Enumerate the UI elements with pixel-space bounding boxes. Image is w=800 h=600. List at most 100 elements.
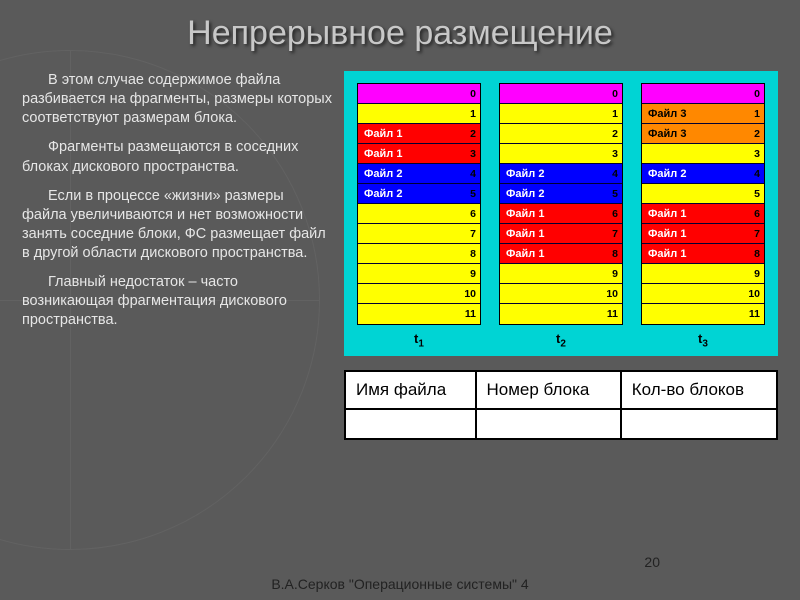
table-row bbox=[345, 409, 777, 439]
paragraph: Главный недостаток – часто возникающая ф… bbox=[22, 273, 332, 330]
block-index: 2 bbox=[748, 128, 764, 140]
diagram-block: Файл 25 bbox=[500, 184, 622, 204]
block-index: 2 bbox=[606, 128, 622, 140]
slide-title: Непрерывное размещение bbox=[0, 0, 800, 71]
diagram-block: Файл 32 bbox=[642, 124, 764, 144]
block-label: Файл 1 bbox=[358, 148, 464, 160]
block-index: 2 bbox=[464, 128, 480, 140]
block-index: 10 bbox=[464, 288, 480, 300]
block-index: 9 bbox=[748, 268, 764, 280]
diagram-column-blocks: 01Файл 12Файл 13Файл 24Файл 2567891011 bbox=[357, 83, 481, 325]
diagram-column: 0Файл 31Файл 323Файл 245Файл 16Файл 17Фа… bbox=[641, 83, 765, 350]
diagram-block: 1 bbox=[500, 104, 622, 124]
diagram-block: Файл 18 bbox=[500, 244, 622, 264]
block-label: Файл 1 bbox=[642, 248, 748, 260]
block-index: 6 bbox=[464, 208, 480, 220]
diagram-block: 0 bbox=[642, 84, 764, 104]
column-caption: t3 bbox=[698, 331, 708, 350]
block-index: 0 bbox=[748, 88, 764, 100]
block-index: 0 bbox=[606, 88, 622, 100]
diagram-block: 2 bbox=[500, 124, 622, 144]
diagram-block: 6 bbox=[358, 204, 480, 224]
block-index: 9 bbox=[464, 268, 480, 280]
block-index: 5 bbox=[464, 188, 480, 200]
block-index: 4 bbox=[464, 168, 480, 180]
diagram-column: 01Файл 12Файл 13Файл 24Файл 2567891011t1 bbox=[357, 83, 481, 350]
diagram-block: 7 bbox=[358, 224, 480, 244]
block-index: 6 bbox=[748, 208, 764, 220]
block-index: 5 bbox=[748, 188, 764, 200]
right-panel: 01Файл 12Файл 13Файл 24Файл 2567891011t1… bbox=[344, 71, 778, 440]
block-label: Файл 2 bbox=[642, 168, 748, 180]
allocation-diagram: 01Файл 12Файл 13Файл 24Файл 2567891011t1… bbox=[344, 71, 778, 356]
column-caption: t2 bbox=[556, 331, 566, 350]
diagram-block: 10 bbox=[500, 284, 622, 304]
paragraph: Если в процессе «жизни» размеры файла ув… bbox=[22, 187, 332, 264]
diagram-block: Файл 17 bbox=[642, 224, 764, 244]
diagram-block: Файл 31 bbox=[642, 104, 764, 124]
footer-text: В.А.Серков "Операционные системы" 4 bbox=[0, 576, 800, 592]
block-label: Файл 1 bbox=[642, 228, 748, 240]
paragraph: Фрагменты размещаются в соседних блоках … bbox=[22, 138, 332, 176]
block-index: 4 bbox=[606, 168, 622, 180]
paragraph: В этом случае содержимое файла разбивает… bbox=[22, 71, 332, 128]
block-label: Файл 1 bbox=[642, 208, 748, 220]
page-number: 20 bbox=[644, 554, 660, 570]
block-index: 10 bbox=[606, 288, 622, 300]
diagram-block: 9 bbox=[358, 264, 480, 284]
table-cell bbox=[476, 409, 621, 439]
block-index: 1 bbox=[606, 108, 622, 120]
block-index: 7 bbox=[464, 228, 480, 240]
diagram-block: 11 bbox=[358, 304, 480, 324]
block-label: Файл 2 bbox=[500, 188, 606, 200]
table-header-row: Имя файла Номер блока Кол-во блоков bbox=[345, 371, 777, 409]
diagram-block: 0 bbox=[358, 84, 480, 104]
block-index: 11 bbox=[748, 308, 764, 320]
diagram-block: Файл 16 bbox=[642, 204, 764, 224]
diagram-block: Файл 24 bbox=[642, 164, 764, 184]
block-index: 3 bbox=[606, 148, 622, 160]
block-index: 10 bbox=[748, 288, 764, 300]
block-index: 3 bbox=[464, 148, 480, 160]
block-index: 11 bbox=[606, 308, 622, 320]
block-index: 7 bbox=[748, 228, 764, 240]
block-index: 8 bbox=[464, 248, 480, 260]
diagram-block: 8 bbox=[358, 244, 480, 264]
block-label: Файл 2 bbox=[358, 168, 464, 180]
diagram-block: 0 bbox=[500, 84, 622, 104]
table-header-cell: Номер блока bbox=[476, 371, 621, 409]
diagram-block: 10 bbox=[358, 284, 480, 304]
block-index: 0 bbox=[464, 88, 480, 100]
block-label: Файл 3 bbox=[642, 108, 748, 120]
diagram-block: Файл 18 bbox=[642, 244, 764, 264]
block-index: 5 bbox=[606, 188, 622, 200]
block-index: 8 bbox=[748, 248, 764, 260]
block-index: 9 bbox=[606, 268, 622, 280]
block-index: 11 bbox=[464, 308, 480, 320]
diagram-block: Файл 24 bbox=[500, 164, 622, 184]
diagram-block: 10 bbox=[642, 284, 764, 304]
block-label: Файл 3 bbox=[642, 128, 748, 140]
table-header-cell: Имя файла bbox=[345, 371, 476, 409]
diagram-block: 3 bbox=[642, 144, 764, 164]
block-index: 8 bbox=[606, 248, 622, 260]
diagram-block: 5 bbox=[642, 184, 764, 204]
diagram-block: Файл 17 bbox=[500, 224, 622, 244]
block-label: Файл 1 bbox=[500, 248, 606, 260]
diagram-column-blocks: 0Файл 31Файл 323Файл 245Файл 16Файл 17Фа… bbox=[641, 83, 765, 325]
diagram-block: Файл 16 bbox=[500, 204, 622, 224]
diagram-block: Файл 25 bbox=[358, 184, 480, 204]
table-cell bbox=[345, 409, 476, 439]
block-index: 1 bbox=[464, 108, 480, 120]
block-index: 6 bbox=[606, 208, 622, 220]
block-label: Файл 1 bbox=[500, 208, 606, 220]
block-index: 1 bbox=[748, 108, 764, 120]
block-label: Файл 1 bbox=[500, 228, 606, 240]
table-header-cell: Кол-во блоков bbox=[621, 371, 777, 409]
column-caption: t1 bbox=[414, 331, 424, 350]
diagram-block: Файл 24 bbox=[358, 164, 480, 184]
block-label: Файл 2 bbox=[500, 168, 606, 180]
diagram-block: Файл 12 bbox=[358, 124, 480, 144]
diagram-block: 9 bbox=[500, 264, 622, 284]
slide-content: В этом случае содержимое файла разбивает… bbox=[0, 71, 800, 440]
